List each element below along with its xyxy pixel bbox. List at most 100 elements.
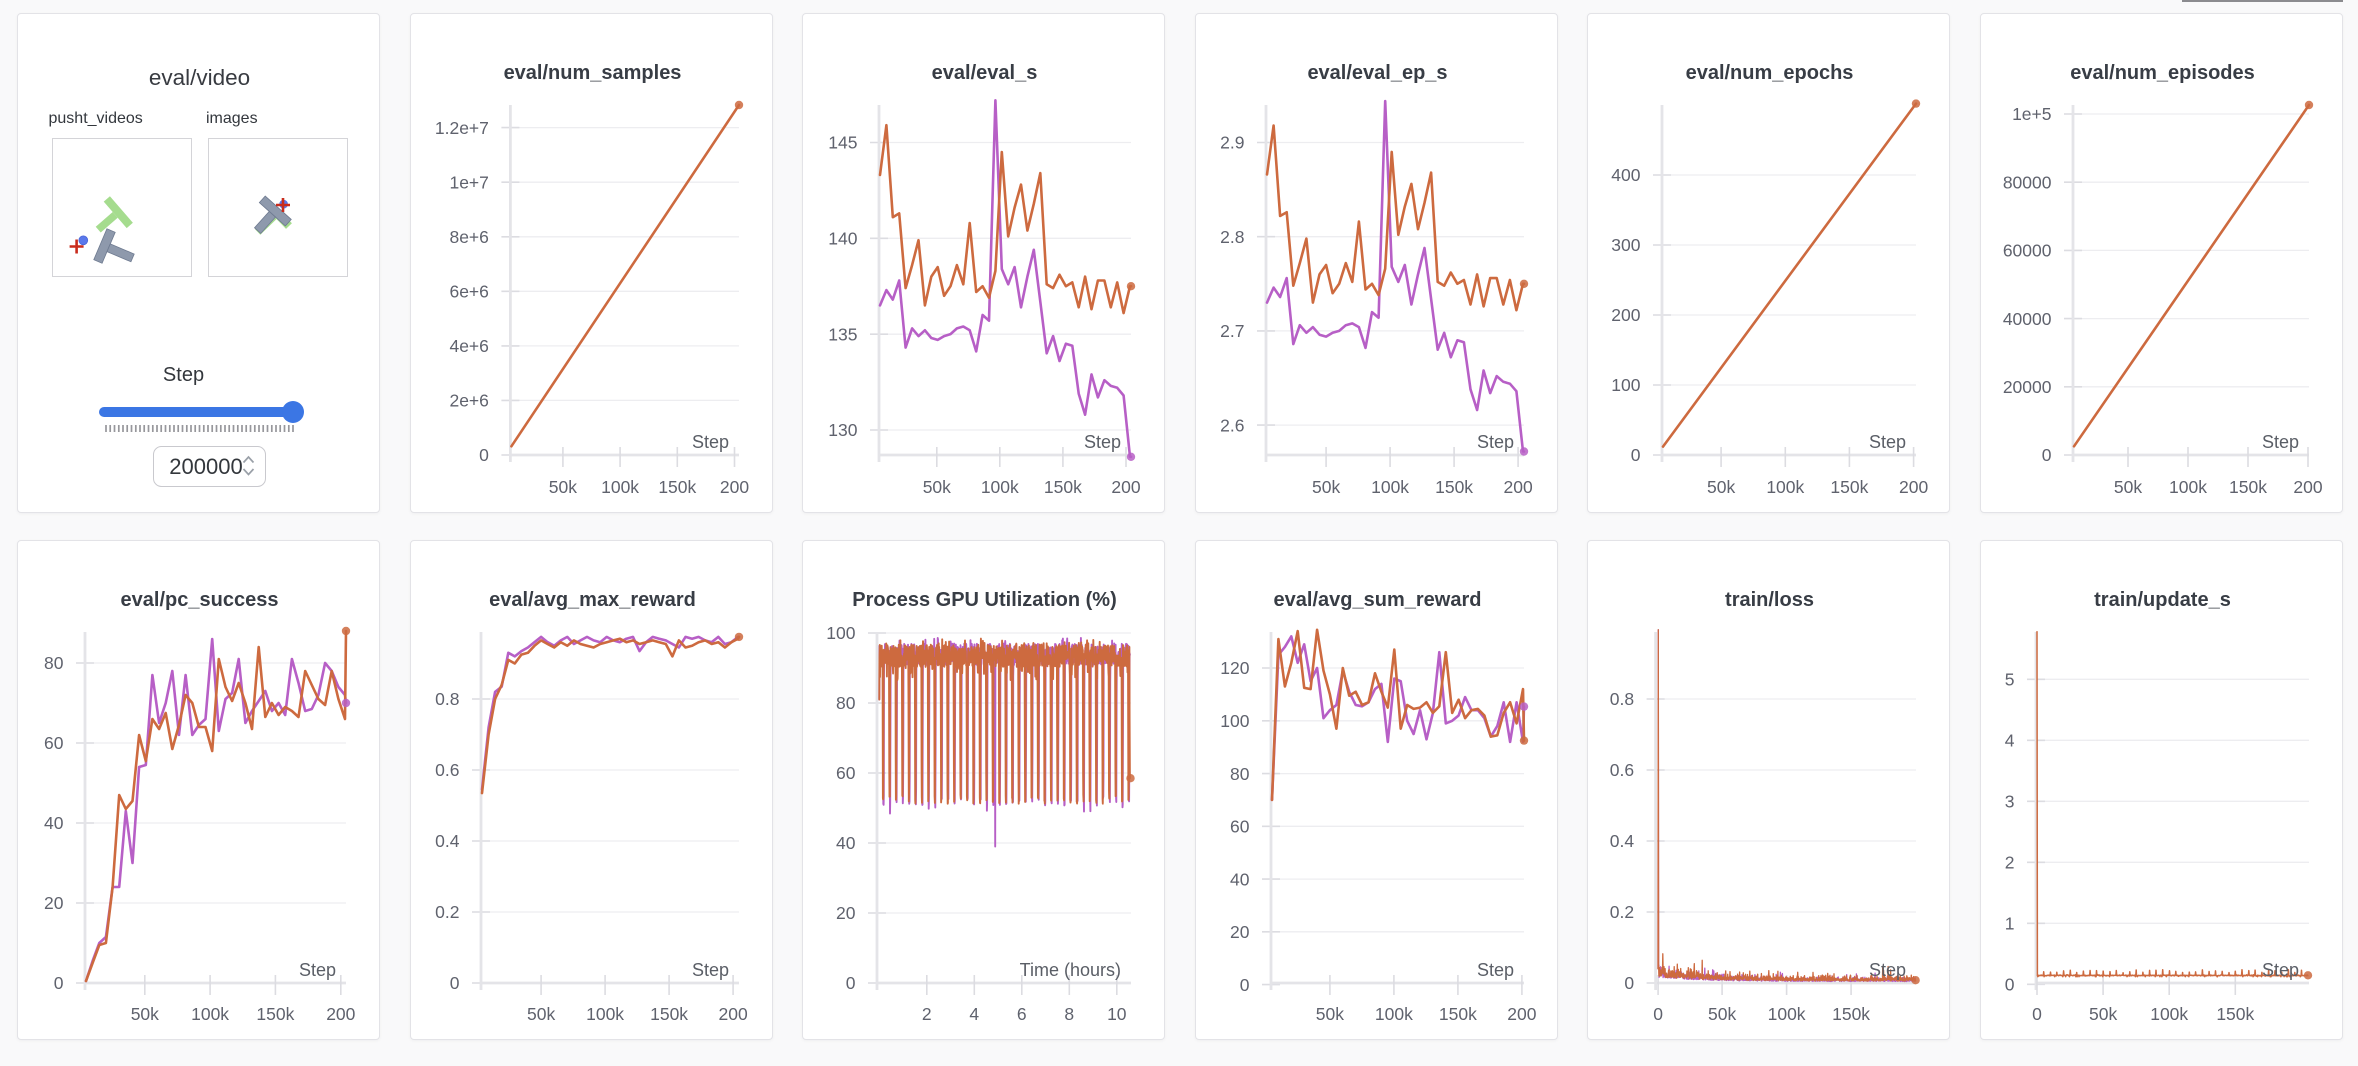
svg-text:200: 200: [1112, 477, 1141, 497]
svg-text:200: 200: [1503, 477, 1532, 497]
svg-text:2.8: 2.8: [1220, 227, 1244, 247]
svg-text:0.6: 0.6: [435, 760, 459, 780]
svg-text:80: 80: [44, 653, 64, 673]
svg-text:135: 135: [828, 324, 857, 344]
svg-text:0.4: 0.4: [435, 831, 460, 851]
svg-text:0: 0: [449, 973, 459, 993]
svg-text:20: 20: [836, 903, 856, 923]
svg-text:100k: 100k: [1371, 477, 1409, 497]
svg-text:eval/avg_sum_reward: eval/avg_sum_reward: [1273, 589, 1481, 611]
svg-text:80: 80: [1230, 764, 1250, 784]
svg-text:200: 200: [718, 1004, 747, 1024]
svg-text:120: 120: [1220, 658, 1249, 678]
svg-text:0.8: 0.8: [1610, 689, 1634, 709]
svg-text:Step: Step: [1869, 960, 1906, 980]
svg-text:eval/eval_s: eval/eval_s: [932, 62, 1038, 84]
svg-text:60: 60: [836, 763, 856, 783]
svg-text:Step: Step: [692, 960, 729, 980]
svg-text:4e+6: 4e+6: [449, 336, 488, 356]
svg-text:0: 0: [479, 445, 489, 465]
svg-text:50k: 50k: [1316, 1004, 1344, 1024]
svg-text:400: 400: [1612, 165, 1641, 185]
svg-text:150k: 150k: [1435, 477, 1473, 497]
svg-text:Step: Step: [163, 364, 204, 386]
svg-text:0: 0: [1240, 975, 1250, 995]
svg-text:150k: 150k: [1044, 477, 1082, 497]
svg-text:1e+5: 1e+5: [2012, 104, 2051, 124]
svg-text:1: 1: [2005, 914, 2015, 934]
svg-text:20: 20: [1230, 922, 1250, 942]
svg-text:eval/video: eval/video: [149, 65, 250, 90]
svg-text:0: 0: [2032, 1004, 2042, 1024]
svg-text:40: 40: [44, 813, 64, 833]
svg-text:200: 200: [1507, 1004, 1536, 1024]
svg-text:0: 0: [2005, 975, 2015, 995]
svg-text:0.2: 0.2: [1610, 902, 1634, 922]
svg-text:100: 100: [1220, 711, 1249, 731]
svg-text:150k: 150k: [658, 477, 696, 497]
svg-text:Step: Step: [1084, 432, 1121, 452]
svg-text:20: 20: [44, 893, 64, 913]
svg-text:Time (hours): Time (hours): [1020, 960, 1121, 980]
svg-text:2: 2: [922, 1004, 932, 1024]
svg-text:6: 6: [1017, 1004, 1027, 1024]
svg-text:images: images: [206, 110, 258, 127]
svg-text:100k: 100k: [191, 1004, 229, 1024]
svg-text:0: 0: [2042, 445, 2052, 465]
svg-text:80: 80: [836, 693, 856, 713]
svg-text:2e+6: 2e+6: [449, 391, 488, 411]
svg-text:150k: 150k: [1833, 1004, 1871, 1024]
svg-text:4: 4: [970, 1004, 980, 1024]
svg-text:0: 0: [1631, 445, 1641, 465]
svg-text:6e+6: 6e+6: [449, 282, 488, 302]
svg-text:300: 300: [1612, 235, 1641, 255]
svg-text:50k: 50k: [923, 477, 951, 497]
svg-text:0: 0: [1625, 973, 1635, 993]
svg-text:150k: 150k: [256, 1004, 294, 1024]
svg-text:pusht_videos: pusht_videos: [49, 110, 143, 127]
svg-text:50k: 50k: [548, 477, 576, 497]
svg-text:0.8: 0.8: [435, 689, 459, 709]
svg-text:50k: 50k: [2089, 1004, 2117, 1024]
svg-text:100k: 100k: [2150, 1004, 2188, 1024]
svg-text:eval/avg_max_reward: eval/avg_max_reward: [489, 589, 696, 611]
svg-text:60: 60: [1230, 817, 1250, 837]
svg-text:eval/eval_ep_s: eval/eval_ep_s: [1307, 62, 1447, 84]
svg-text:train/loss: train/loss: [1725, 589, 1814, 611]
svg-text:10: 10: [1107, 1004, 1127, 1024]
svg-text:eval/num_episodes: eval/num_episodes: [2070, 62, 2255, 84]
svg-text:145: 145: [828, 133, 857, 153]
svg-text:Step: Step: [1477, 432, 1514, 452]
svg-text:eval/num_epochs: eval/num_epochs: [1686, 62, 1854, 84]
svg-text:150k: 150k: [650, 1004, 688, 1024]
svg-text:Step: Step: [692, 432, 729, 452]
svg-text:200: 200: [326, 1004, 355, 1024]
svg-text:40: 40: [836, 833, 856, 853]
svg-text:40: 40: [1230, 869, 1250, 889]
svg-text:100: 100: [1612, 375, 1641, 395]
svg-text:100k: 100k: [1768, 1004, 1806, 1024]
svg-text:100k: 100k: [2169, 477, 2207, 497]
svg-text:3: 3: [2005, 792, 2015, 812]
svg-text:40000: 40000: [2003, 309, 2052, 329]
svg-text:0: 0: [846, 973, 856, 993]
svg-text:5: 5: [2005, 670, 2015, 690]
svg-text:150k: 150k: [1439, 1004, 1477, 1024]
svg-text:0.2: 0.2: [435, 902, 459, 922]
svg-text:train/update_s: train/update_s: [2094, 589, 2231, 611]
svg-text:200: 200: [1612, 305, 1641, 325]
svg-text:140: 140: [828, 229, 857, 249]
svg-text:50k: 50k: [1708, 1004, 1736, 1024]
svg-text:100k: 100k: [586, 1004, 624, 1024]
svg-text:80000: 80000: [2003, 172, 2052, 192]
svg-text:1e+7: 1e+7: [449, 172, 488, 192]
svg-text:130: 130: [828, 420, 857, 440]
svg-text:0.4: 0.4: [1610, 831, 1635, 851]
svg-text:0: 0: [1654, 1004, 1664, 1024]
svg-text:100k: 100k: [601, 477, 639, 497]
svg-text:100k: 100k: [1767, 477, 1805, 497]
svg-text:50k: 50k: [527, 1004, 555, 1024]
svg-text:Step: Step: [1477, 960, 1514, 980]
svg-text:Step: Step: [1869, 432, 1906, 452]
svg-text:50k: 50k: [2114, 477, 2142, 497]
